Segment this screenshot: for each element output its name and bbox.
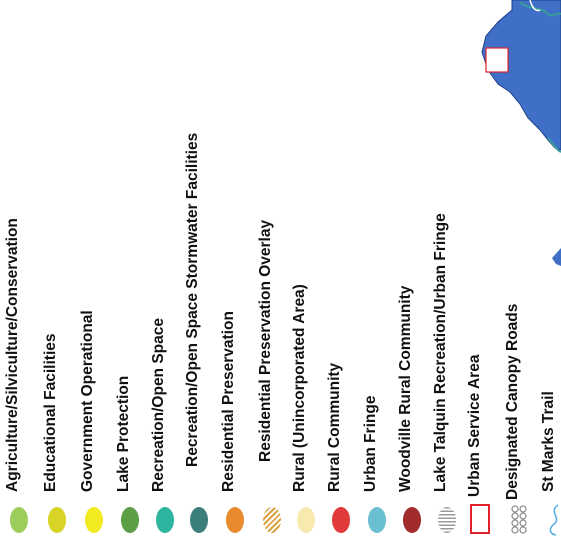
- creek-water: [552, 248, 561, 266]
- striped-swatch: [438, 507, 456, 533]
- legend-label: Government Operational: [79, 310, 96, 492]
- legend-swatch: [48, 507, 66, 533]
- road-detail: [529, 0, 541, 12]
- legend-swatch: [190, 507, 208, 533]
- lake-water: [481, 0, 561, 151]
- legend-swatch: [332, 507, 350, 533]
- shoreline-edge: [547, 137, 561, 153]
- legend-swatch: [121, 507, 139, 533]
- legend-swatch: [226, 507, 244, 533]
- legend-label: Agriculture/Silviculture/Conservation: [4, 218, 21, 492]
- legend-label: Designated Canopy Roads: [504, 303, 521, 500]
- legend-label: Lake Talquin Recreation/Urban Fringe: [432, 213, 449, 492]
- legend-swatch: [156, 507, 174, 533]
- trail-line-icon: [546, 504, 561, 541]
- legend-label: Lake Protection: [115, 375, 132, 492]
- legend-swatch: [85, 507, 103, 533]
- legend-label: Recreation/Open Space Stormwater Facilit…: [184, 132, 201, 467]
- legend-label: Urban Fringe: [362, 395, 379, 492]
- legend-swatch: [10, 507, 28, 533]
- hatched-swatch: [263, 507, 281, 533]
- legend-label: Educational Facilities: [42, 333, 59, 493]
- legend-label: Recreation/Open Space: [150, 317, 167, 492]
- shoreline-detail: [519, 1, 561, 17]
- canopy-roads-icon: [510, 505, 528, 540]
- legend-label: Woodville Rural Community: [397, 285, 414, 492]
- legend-label: Rural (Unincorporated Area): [291, 284, 308, 492]
- legend-swatch: [403, 507, 421, 533]
- legend-label: Residential Preservation: [220, 311, 237, 492]
- legend-label: Rural Community: [326, 362, 343, 492]
- legend-swatch: [297, 507, 315, 533]
- outline-swatch: [470, 504, 490, 534]
- land-patch: [485, 47, 509, 73]
- legend-swatch: [368, 507, 386, 533]
- legend-label: Residential Preservation Overlay: [257, 219, 274, 462]
- legend-label: Urban Service Area: [466, 354, 483, 497]
- legend-label: St Marks Trail: [540, 391, 557, 492]
